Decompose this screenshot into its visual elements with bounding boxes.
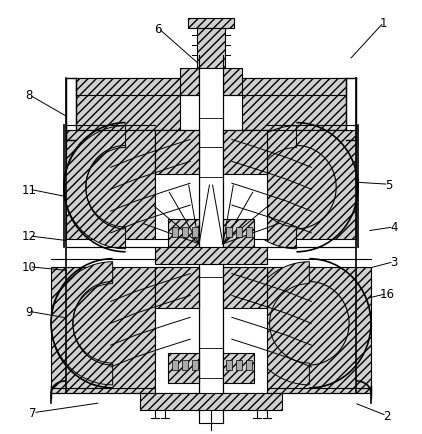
Polygon shape: [66, 130, 155, 239]
Bar: [182, 360, 188, 370]
Bar: [236, 227, 242, 237]
Polygon shape: [51, 267, 155, 393]
Polygon shape: [168, 220, 199, 247]
Bar: [246, 227, 252, 237]
Bar: [199, 56, 223, 423]
Polygon shape: [76, 79, 180, 130]
Text: 16: 16: [379, 287, 394, 300]
Polygon shape: [141, 393, 281, 410]
Text: 2: 2: [383, 409, 391, 422]
Bar: [172, 360, 178, 370]
Text: 8: 8: [25, 89, 33, 102]
Polygon shape: [155, 247, 267, 264]
Text: 11: 11: [22, 183, 37, 196]
Bar: [223, 267, 267, 393]
Text: 5: 5: [385, 178, 392, 191]
Text: 6: 6: [154, 23, 162, 36]
Text: 9: 9: [25, 305, 33, 318]
Polygon shape: [223, 69, 346, 95]
Polygon shape: [76, 69, 199, 95]
Text: 4: 4: [390, 221, 398, 234]
Text: 1: 1: [380, 17, 387, 30]
Bar: [182, 227, 188, 237]
Text: 7: 7: [30, 406, 37, 419]
Polygon shape: [248, 262, 309, 385]
Polygon shape: [223, 130, 267, 175]
Polygon shape: [197, 29, 225, 69]
Bar: [155, 130, 199, 239]
Polygon shape: [168, 353, 199, 383]
Polygon shape: [223, 267, 267, 309]
Polygon shape: [235, 126, 296, 249]
Polygon shape: [155, 130, 199, 175]
Bar: [236, 360, 242, 370]
Polygon shape: [51, 262, 113, 385]
Bar: [192, 227, 198, 237]
Bar: [223, 130, 267, 239]
Bar: [172, 227, 178, 237]
Bar: [155, 267, 199, 393]
Bar: [226, 227, 232, 237]
Bar: [226, 360, 232, 370]
Text: 3: 3: [390, 256, 398, 269]
Polygon shape: [267, 267, 371, 393]
Polygon shape: [242, 79, 346, 130]
Bar: [246, 360, 252, 370]
Polygon shape: [64, 126, 126, 249]
Polygon shape: [267, 130, 356, 239]
Polygon shape: [155, 267, 199, 309]
Polygon shape: [223, 353, 254, 383]
Text: 10: 10: [22, 260, 37, 273]
Bar: [192, 360, 198, 370]
Text: 12: 12: [22, 230, 37, 243]
Polygon shape: [223, 220, 254, 247]
Polygon shape: [188, 19, 234, 29]
